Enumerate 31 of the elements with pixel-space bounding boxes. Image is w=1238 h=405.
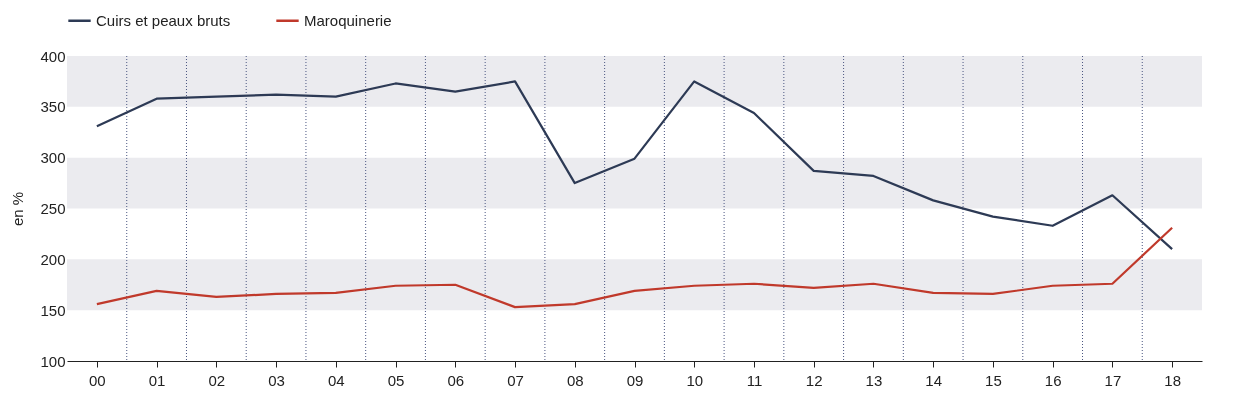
- x-tick-label: 13: [865, 371, 883, 389]
- y-tick-label: 150: [40, 301, 66, 319]
- x-tick-label: 15: [985, 371, 1002, 389]
- y-tick-label: 250: [40, 200, 66, 217]
- x-tick-label: 12: [805, 371, 823, 389]
- y-tick-label: 200: [40, 250, 66, 268]
- legend-label: Cuirs et peaux bruts: [96, 11, 231, 29]
- x-tick-label: 16: [1044, 371, 1062, 389]
- line-series: [95, 80, 1174, 251]
- x-tick-label: 03: [268, 371, 285, 389]
- x-tick-label: 14: [925, 371, 943, 389]
- x-tick-label: 18: [1164, 371, 1181, 389]
- y-tick-label: 400: [40, 47, 66, 65]
- line-series: [95, 226, 1174, 309]
- x-tick-label: 09: [626, 371, 644, 389]
- x-tick-label: 04: [327, 371, 345, 389]
- y-axis-title: en %: [9, 191, 27, 227]
- x-tick-label: 06: [447, 371, 465, 389]
- x-tick-label: 17: [1104, 371, 1122, 389]
- y-tick-label: 350: [40, 98, 66, 116]
- x-tick-label: 08: [566, 371, 584, 389]
- legend-label: Maroquinerie: [304, 11, 392, 29]
- x-tick-label: 02: [208, 371, 226, 389]
- x-tick-label: 11: [746, 371, 763, 389]
- x-tick-label: 00: [89, 371, 106, 389]
- y-tick-label: 300: [40, 149, 66, 167]
- x-tick-label: 10: [686, 371, 704, 389]
- y-tick-label: 100: [40, 352, 66, 370]
- x-tick-label: 05: [387, 371, 405, 389]
- x-tick-label: 01: [148, 371, 166, 389]
- x-tick-label: 07: [507, 371, 524, 389]
